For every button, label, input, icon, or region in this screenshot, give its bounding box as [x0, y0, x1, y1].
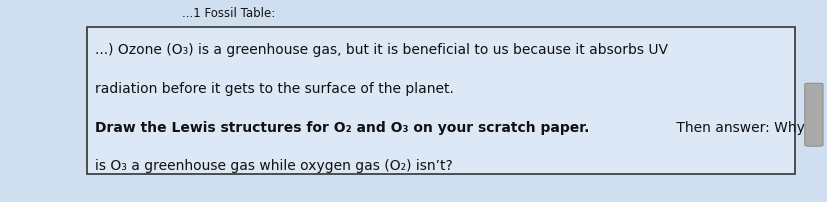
Text: ...) Ozone (O₃) is a greenhouse gas, but it is beneficial to us because it absor: ...) Ozone (O₃) is a greenhouse gas, but…	[95, 42, 667, 56]
Text: is O₃ a greenhouse gas while oxygen gas (O₂) isn’t?: is O₃ a greenhouse gas while oxygen gas …	[95, 159, 452, 173]
Text: Then answer: Why: Then answer: Why	[671, 120, 804, 134]
Text: radiation before it gets to the surface of the planet.: radiation before it gets to the surface …	[95, 82, 453, 96]
Text: Draw the Lewis structures for O₂ and O₃ on your scratch paper.: Draw the Lewis structures for O₂ and O₃ …	[95, 120, 589, 134]
Text: ...1 Fossil Table:: ...1 Fossil Table:	[182, 7, 275, 20]
FancyBboxPatch shape	[804, 84, 822, 146]
FancyBboxPatch shape	[87, 28, 794, 174]
